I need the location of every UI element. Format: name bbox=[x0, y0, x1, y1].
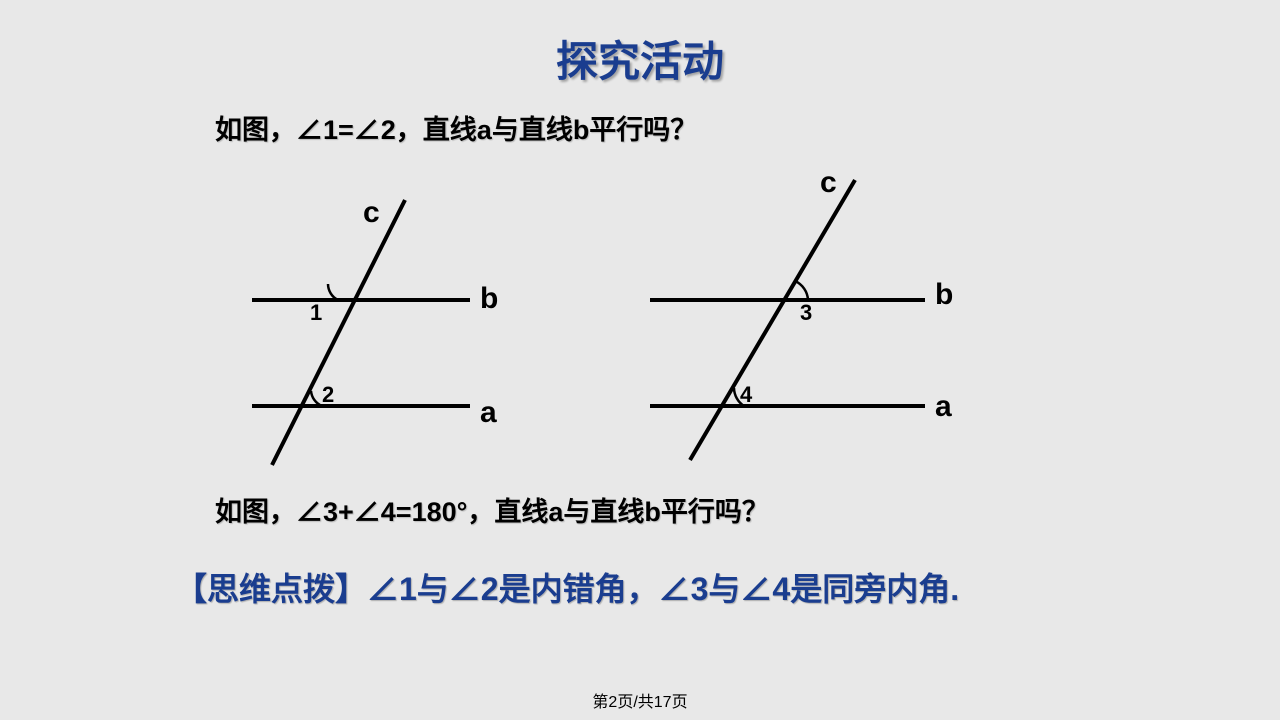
d1-angle-1: 1 bbox=[310, 300, 322, 326]
d1-label-b: b bbox=[480, 282, 498, 316]
d1-arc-2 bbox=[311, 391, 322, 406]
question-2: 如图，∠3+∠4=180°，直线a与直线b平行吗？ bbox=[215, 490, 769, 529]
pager: 第2页/共17页 bbox=[592, 688, 687, 712]
d2-angle-3: 3 bbox=[800, 300, 812, 326]
d2-label-a: a bbox=[935, 390, 952, 424]
d1-label-a: a bbox=[480, 396, 497, 430]
hint-text: 【思维点拨】∠1与∠2是内错角，∠3与∠4是同旁内角. bbox=[175, 568, 1105, 611]
page-title: 探究活动 bbox=[556, 28, 724, 89]
question-1: 如图，∠1=∠2，直线a与直线b平行吗？ bbox=[215, 108, 697, 147]
d2-angle-4: 4 bbox=[740, 382, 752, 408]
d2-label-c: c bbox=[820, 166, 837, 200]
d1-line-c bbox=[272, 200, 405, 465]
diagram-1: c b a 1 2 bbox=[210, 170, 530, 470]
d2-line-c bbox=[690, 180, 855, 460]
diagram-2-svg bbox=[590, 150, 970, 470]
d2-arc-3 bbox=[795, 281, 808, 300]
diagram-2: c b a 3 4 bbox=[590, 150, 970, 470]
d1-arc-1 bbox=[328, 284, 338, 300]
d2-label-b: b bbox=[935, 278, 953, 312]
d1-angle-2: 2 bbox=[322, 382, 334, 408]
d1-label-c: c bbox=[363, 196, 380, 230]
